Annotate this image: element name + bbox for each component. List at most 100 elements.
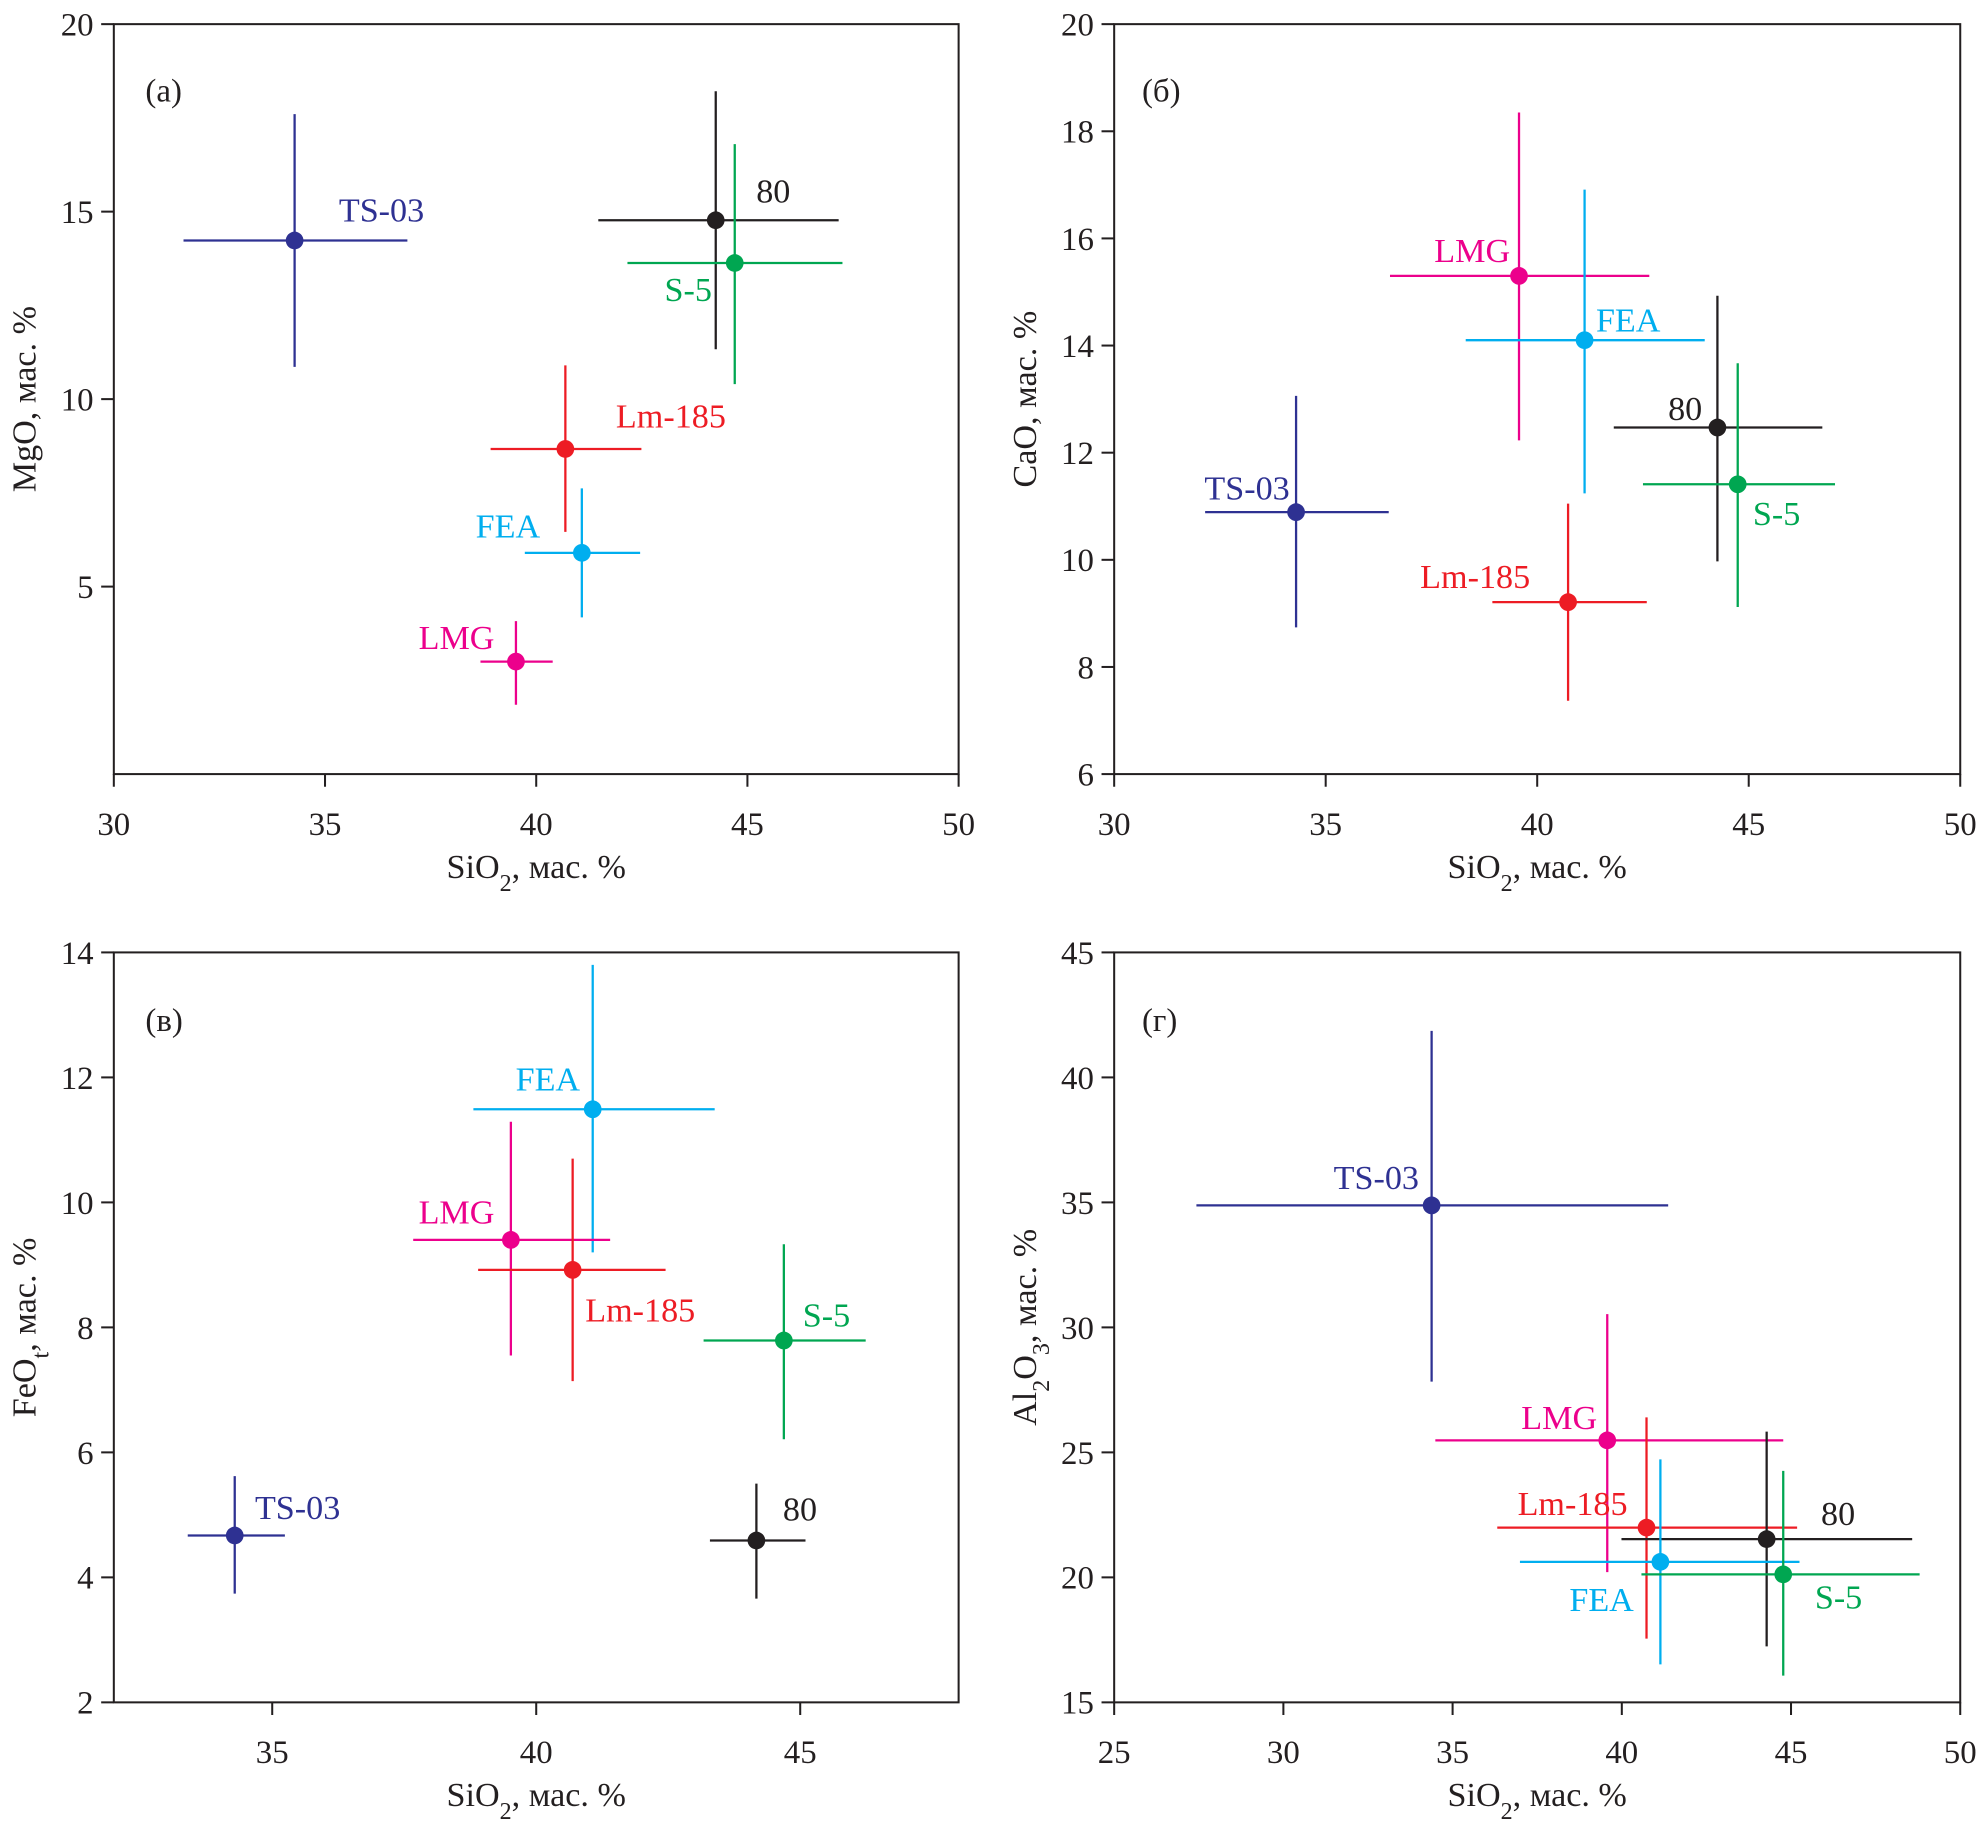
point-label: 80 (783, 1491, 817, 1528)
x-tick-label: 50 (942, 807, 975, 843)
point-marker (556, 440, 575, 458)
y-tick-label: 10 (61, 383, 94, 419)
y-tick-label: 25 (1061, 1436, 1094, 1472)
y-tick-label: 30 (1061, 1311, 1094, 1347)
point-label: LMG (1434, 233, 1510, 270)
data-point-s-5: S-5 (703, 1244, 866, 1440)
data-point-s-5: S-5 (1642, 363, 1836, 607)
point-marker (1510, 267, 1528, 285)
point-marker (1422, 1196, 1441, 1215)
panel-label: (в) (145, 1003, 182, 1039)
x-tick-label: 35 (256, 1735, 289, 1771)
point-marker (502, 1231, 520, 1249)
y-tick-label: 6 (77, 1436, 93, 1472)
data-point-ts-03: TS-03 (1196, 1030, 1669, 1382)
data-point-lmg: LMG (419, 620, 553, 705)
point-marker (1598, 1431, 1617, 1450)
y-tick-label: 20 (1061, 1561, 1094, 1597)
label-segment: CaO, мас. % (1007, 311, 1044, 488)
y-tick-label: 20 (61, 8, 94, 44)
point-marker (572, 544, 591, 562)
point-label: TS-03 (1334, 1160, 1419, 1197)
point-marker (1637, 1518, 1656, 1537)
x-tick-label: 35 (1309, 807, 1342, 843)
point-label: S-5 (803, 1298, 850, 1335)
data-point-s-5: S-5 (627, 144, 843, 385)
subscript: 2 (500, 871, 512, 897)
label-segment: O (1007, 1355, 1044, 1380)
y-tick-label: 18 (1061, 115, 1094, 151)
y-tick-label: 4 (77, 1561, 93, 1597)
y-tick-label: 45 (1061, 936, 1094, 972)
y-tick-label: 15 (61, 195, 94, 231)
x-tick-label: 40 (520, 807, 553, 843)
data-point-lm-185: Lm-185 (478, 1158, 695, 1382)
y-tick-label: 16 (1061, 222, 1094, 258)
data-point-ts-03: TS-03 (187, 1476, 340, 1594)
data-point-ts-03: TS-03 (1204, 395, 1389, 628)
y-tick-label: 15 (1061, 1686, 1094, 1722)
point-label: FEA (1569, 1582, 1634, 1619)
point-label: FEA (516, 1061, 581, 1098)
label-segment: , мас. % (1513, 849, 1627, 886)
y-tick-label: 8 (1078, 650, 1094, 686)
x-axis-label: SiO2, мас. % (1448, 1777, 1627, 1825)
point-marker (725, 254, 744, 272)
x-tick-label: 50 (1944, 1735, 1977, 1771)
label-segment: SiO (1448, 849, 1501, 886)
x-tick-label: 50 (1944, 807, 1977, 843)
point-label: 80 (756, 174, 790, 211)
label-segment: , мас. % (1007, 1229, 1044, 1343)
subscript: t (28, 1351, 54, 1358)
y-tick-label: 10 (61, 1186, 94, 1222)
point-marker (774, 1331, 793, 1350)
y-tick-label: 10 (1061, 543, 1094, 579)
subscript: 2 (500, 1799, 512, 1825)
point-label: LMG (419, 620, 495, 657)
point-marker (285, 231, 304, 250)
subscript: 2 (1501, 871, 1513, 897)
subscript: 2 (1029, 1380, 1055, 1392)
data-point-lm-185: Lm-185 (1497, 1417, 1798, 1639)
x-tick-label: 40 (1521, 807, 1554, 843)
panel-label: (а) (145, 73, 182, 109)
point-marker (1757, 1530, 1776, 1548)
label-segment: , мас. % (6, 1238, 43, 1352)
plot-frame (1113, 23, 1962, 776)
y-tick-label: 5 (77, 570, 93, 606)
y-axis-label: Al2O3, мас. % (1007, 1229, 1055, 1426)
point-marker (747, 1531, 766, 1550)
point-label: Lm-185 (1420, 559, 1530, 596)
label-segment: Al (1007, 1392, 1044, 1426)
point-label: S-5 (1815, 1580, 1862, 1617)
point-label: S-5 (1753, 496, 1800, 533)
point-marker (1708, 418, 1727, 437)
point-marker (1287, 503, 1305, 521)
data-point-fea: FEA (473, 964, 715, 1253)
y-tick-label: 14 (1061, 329, 1094, 365)
x-tick-label: 45 (1732, 807, 1765, 843)
panel-2: 30 35 40 45 50 6 8 10 12 14 16 18 20 (б) SiO2, мас. % C… (1007, 8, 1977, 897)
label-segment: , мас. % (1513, 1777, 1627, 1814)
point-marker (583, 1100, 602, 1119)
data-point-fea: FEA (1465, 189, 1705, 494)
point-marker (1575, 331, 1594, 350)
x-tick-label: 40 (520, 1735, 553, 1771)
y-tick-label: 40 (1061, 1061, 1094, 1097)
y-tick-label: 12 (61, 1061, 94, 1097)
x-tick-label: 35 (309, 807, 342, 843)
panel-label: (б) (1142, 73, 1181, 109)
point-label: LMG (419, 1194, 495, 1231)
point-label: 80 (1668, 391, 1702, 428)
y-tick-label: 2 (77, 1686, 93, 1722)
y-tick-label: 35 (1061, 1186, 1094, 1222)
point-label: Lm-185 (585, 1293, 695, 1330)
y-tick-label: 14 (61, 936, 94, 972)
x-tick-label: 45 (1775, 1735, 1808, 1771)
data-point-fea: FEA (1519, 1459, 1800, 1665)
point-marker (563, 1261, 582, 1279)
y-tick-label: 12 (1061, 436, 1094, 472)
